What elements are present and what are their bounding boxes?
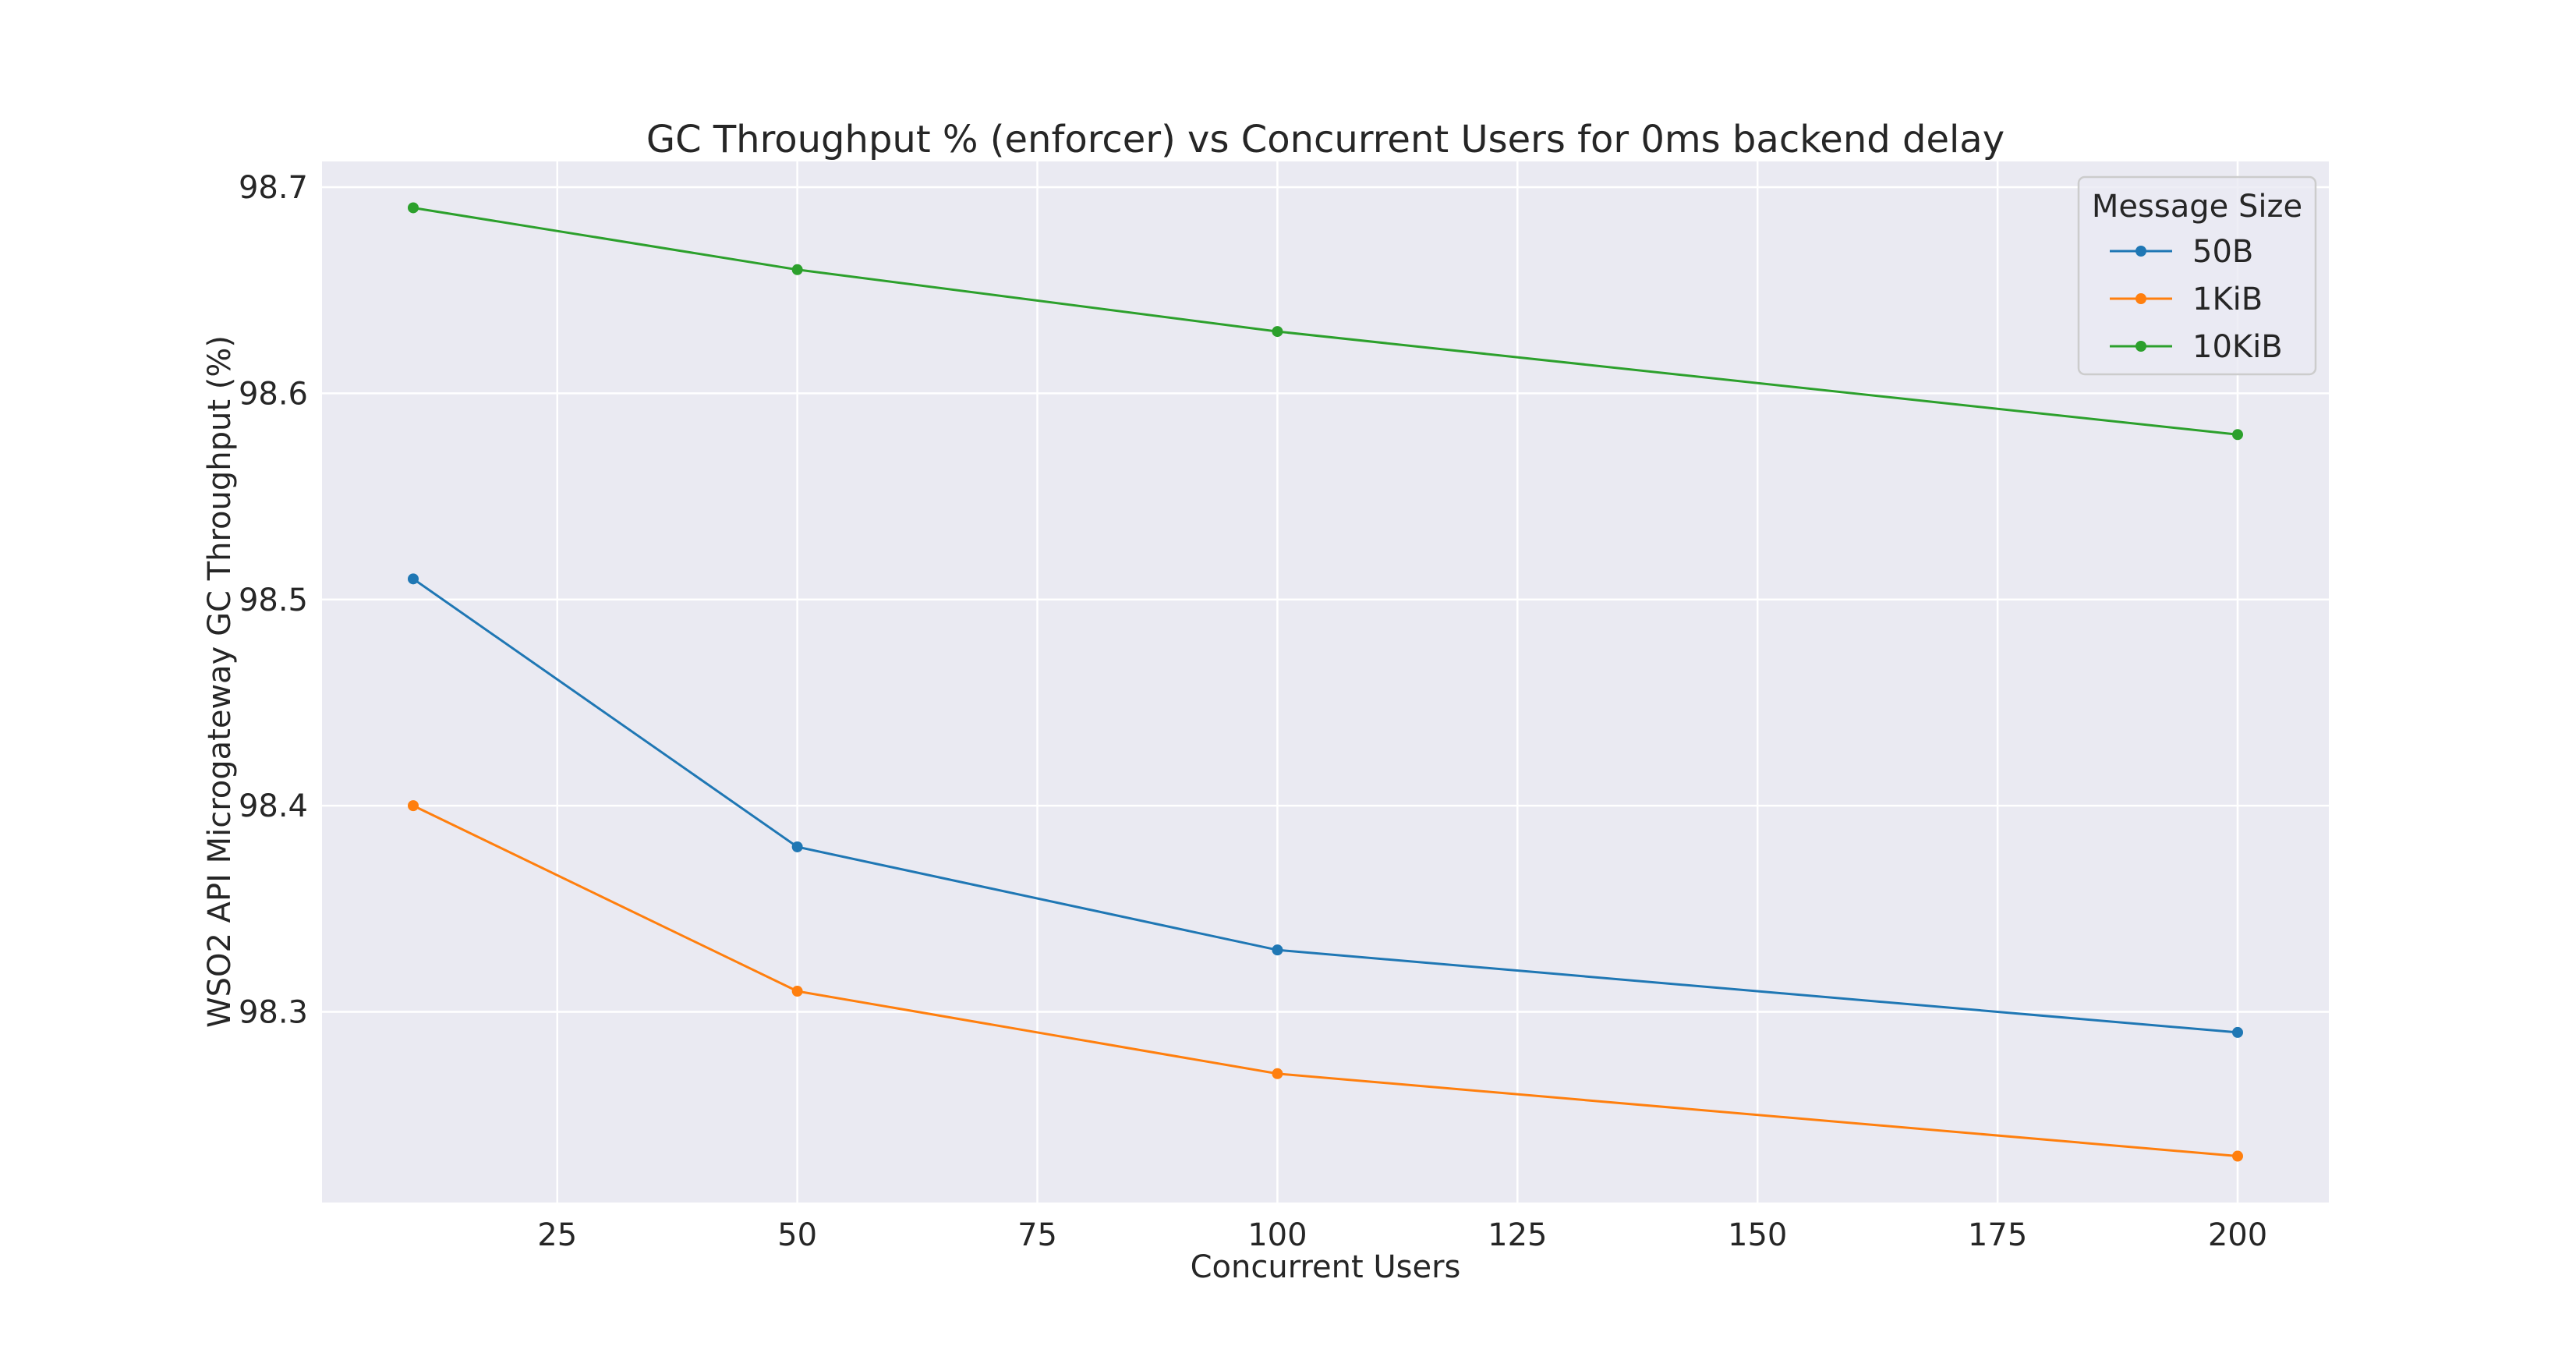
series-line-10KiB <box>412 206 2238 436</box>
y-tick-label: 98.3 <box>239 994 308 1030</box>
y-tick-label: 98.7 <box>239 170 308 206</box>
series-lines <box>408 202 2243 1162</box>
legend-marker-1KiB <box>2135 293 2146 304</box>
series-line-50B <box>412 578 2238 1034</box>
data-point-1KiB <box>1272 1068 1283 1079</box>
x-tick-label: 125 <box>1488 1217 1547 1253</box>
x-tick-label: 75 <box>1017 1217 1057 1253</box>
legend-label-1KiB: 1KiB <box>2192 282 2263 317</box>
y-axis-label: WSO2 API Microgateway GC Throughput (%) <box>202 335 238 1028</box>
data-point-50B <box>408 573 419 585</box>
legend-title: Message Size <box>2092 189 2302 225</box>
data-point-10KiB <box>2232 429 2243 441</box>
legend-label-10KiB: 10KiB <box>2192 329 2283 365</box>
y-tick-label: 98.4 <box>239 788 308 824</box>
plot-area <box>322 161 2329 1203</box>
x-axis-label: Concurrent Users <box>1191 1249 1461 1285</box>
data-point-1KiB <box>791 986 803 997</box>
data-point-10KiB <box>408 202 419 214</box>
x-tick-label: 25 <box>537 1217 577 1253</box>
chart-title: GC Throughput % (enforcer) vs Concurrent… <box>646 118 2005 161</box>
legend-marker-10KiB <box>2135 341 2146 352</box>
data-point-50B <box>1272 944 1283 956</box>
x-tick-label: 200 <box>2208 1217 2267 1253</box>
y-tick-label: 98.5 <box>239 583 308 618</box>
data-point-10KiB <box>1272 326 1283 338</box>
series-line-1KiB <box>412 804 2238 1158</box>
legend-label-50B: 50B <box>2192 234 2253 270</box>
legend-marker-50B <box>2135 246 2146 257</box>
x-tick-label: 50 <box>777 1217 817 1253</box>
data-point-1KiB <box>2232 1150 2243 1162</box>
tick-labels: 25 50 75 100 125 150 175 200 98.3 98.4 98.5 98.6 98.… <box>239 170 2267 1253</box>
data-point-50B <box>2232 1026 2243 1038</box>
data-point-50B <box>791 841 803 852</box>
y-tick-label: 98.6 <box>239 376 308 412</box>
x-tick-label: 175 <box>1968 1217 2027 1253</box>
x-tick-label: 100 <box>1247 1217 1307 1253</box>
legend-items: 50B 1KiB 10KiB <box>2110 234 2283 365</box>
grid-lines <box>322 161 2329 1203</box>
data-point-10KiB <box>791 264 803 275</box>
legend-box <box>2077 175 2317 376</box>
x-tick-label: 150 <box>1728 1217 1787 1253</box>
legend: Message Size 50B 1KiB 10KiB <box>2077 175 2317 376</box>
data-point-1KiB <box>408 800 419 812</box>
